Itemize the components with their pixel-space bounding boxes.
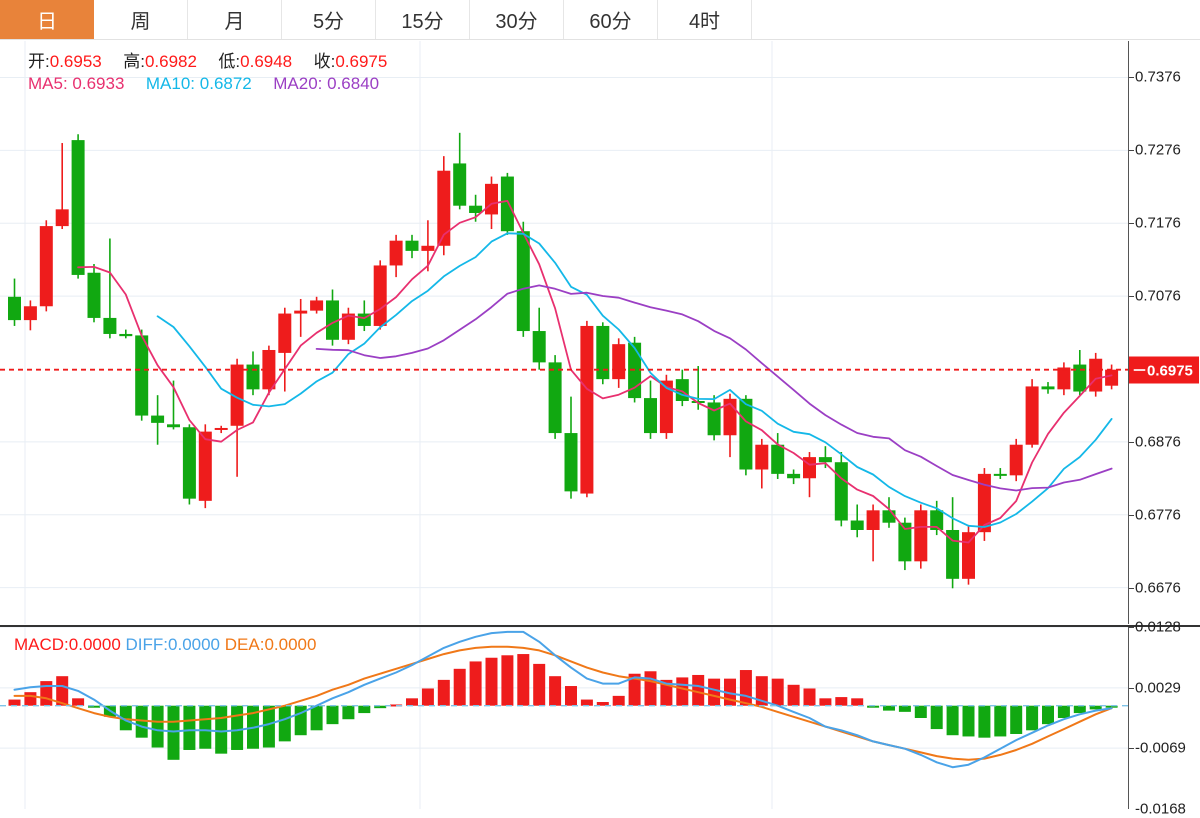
price-axis-label-6: 0.6676 (1135, 579, 1181, 597)
period-tab-label: 日 (37, 11, 57, 33)
period-tab-label: 周 (130, 11, 151, 33)
price-axis-label-3: 0.7076 (1135, 287, 1181, 305)
period-tab-5[interactable]: 30分 (470, 0, 564, 39)
period-tab-bar: 日 周 月 5分 15分 30分 60分 4时 (0, 0, 1200, 40)
macd-plot-area[interactable]: MACD:0.0000 DIFF:0.0000 DEA:0.0000 (0, 627, 1128, 809)
price-axis-label-5: 0.6776 (1135, 506, 1181, 524)
macd-chart-panel: MACD:0.0000 DIFF:0.0000 DEA:0.0000 0.012… (0, 619, 1200, 818)
period-tab-4[interactable]: 15分 (376, 0, 470, 39)
price-axis-tick (1129, 587, 1134, 589)
price-axis-tick (1129, 514, 1134, 516)
price-axis-label-1: 0.7276 (1135, 141, 1181, 159)
period-tab-0[interactable]: 日 (0, 0, 94, 39)
period-tab-2[interactable]: 月 (188, 0, 282, 39)
price-axis: 0.7376 0.7276 0.7176 0.7076 0.6876 0.6776 0.66… (1128, 41, 1200, 624)
price-axis-label-0: 0.7376 (1135, 68, 1181, 86)
price-axis-tick (1129, 150, 1134, 152)
period-tab-1[interactable]: 周 (94, 0, 188, 39)
price-chart-panel: 开:0.6953 高:0.6982 低:0.6948 收:0.6975 MA5:… (0, 41, 1200, 624)
period-tab-6[interactable]: 60分 (564, 0, 658, 39)
current-price-badge: －0.6975 (1129, 356, 1199, 384)
period-tab-7[interactable]: 4时 (658, 0, 752, 39)
macd-axis-label-clipped: -0.0168 (1135, 800, 1186, 818)
price-candlestick-svg (0, 41, 1128, 624)
price-axis-label-4: 0.6876 (1135, 433, 1181, 451)
macd-axis-label-0: 0.0128 (1135, 618, 1181, 636)
macd-axis-label-2: -0.0069 (1135, 739, 1186, 757)
period-tab-label: 5分 (312, 11, 345, 33)
macd-axis-label-1: 0.0029 (1135, 679, 1181, 697)
price-plot-area[interactable]: 开:0.6953 高:0.6982 低:0.6948 收:0.6975 MA5:… (0, 41, 1128, 624)
price-axis-label-2: 0.7176 (1135, 214, 1181, 232)
price-axis-tick (1129, 296, 1134, 298)
tab-bar-filler (752, 0, 1200, 39)
macd-svg (0, 627, 1128, 809)
period-tab-3[interactable]: 5分 (282, 0, 376, 39)
period-tab-label: 月 (224, 11, 245, 33)
macd-axis-tick (1129, 748, 1134, 750)
period-tab-label: 4时 (688, 11, 721, 33)
price-axis-tick (1129, 77, 1134, 79)
period-tab-label: 15分 (401, 11, 444, 33)
macd-axis: 0.0128 0.0029 -0.0069 -0.0168 (1128, 619, 1200, 818)
period-tab-label: 60分 (589, 11, 632, 33)
period-tab-label: 30分 (495, 11, 538, 33)
macd-axis-tick (1129, 627, 1134, 628)
macd-axis-tick (1129, 687, 1134, 689)
price-axis-tick (1129, 441, 1134, 443)
price-axis-tick (1129, 223, 1134, 225)
